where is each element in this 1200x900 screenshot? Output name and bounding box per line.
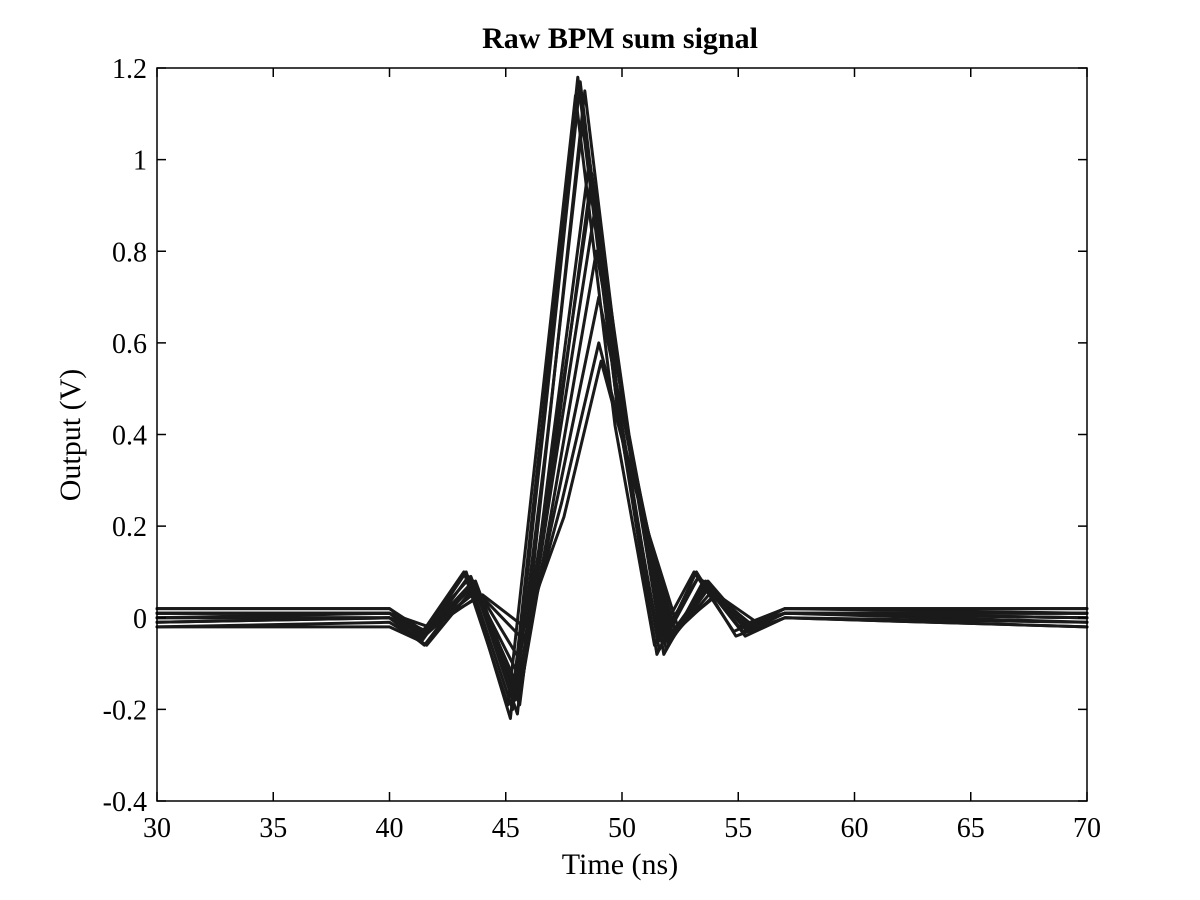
x-tick-label: 45 (492, 813, 520, 844)
y-tick-label: 0.8 (112, 237, 147, 268)
x-tick-label: 55 (724, 813, 752, 844)
y-axis-ticks: -0.4 -0.2 0 0.2 0.4 0.6 0.8 1 1.2 (103, 54, 1087, 818)
y-tick-label: 0.2 (112, 512, 147, 543)
y-tick-label: 0 (133, 604, 147, 635)
signal-trace (155, 75, 1089, 720)
x-tick-label: 35 (259, 813, 287, 844)
x-axis-ticks: 30 35 40 45 50 55 60 65 70 (143, 68, 1101, 844)
signal-trace (155, 171, 1089, 702)
y-tick-label: -0.4 (103, 787, 147, 818)
series-traces (155, 75, 1089, 720)
x-axis-label: Time (ns) (562, 848, 678, 881)
signal-trace (155, 158, 1089, 707)
x-tick-label: 50 (608, 813, 636, 844)
x-tick-label: 30 (143, 813, 171, 844)
x-tick-label: 60 (841, 813, 869, 844)
x-tick-label: 70 (1073, 813, 1101, 844)
y-axis-label: Output (V) (54, 369, 87, 501)
x-tick-label: 40 (376, 813, 404, 844)
y-tick-label: 1.2 (112, 54, 147, 85)
x-tick-label: 65 (957, 813, 985, 844)
y-tick-label: 1 (133, 146, 147, 177)
y-tick-label: -0.2 (103, 695, 147, 726)
chart-title: Raw BPM sum signal (482, 22, 758, 55)
y-tick-label: 0.6 (112, 329, 147, 360)
y-tick-label: 0.4 (112, 421, 147, 452)
